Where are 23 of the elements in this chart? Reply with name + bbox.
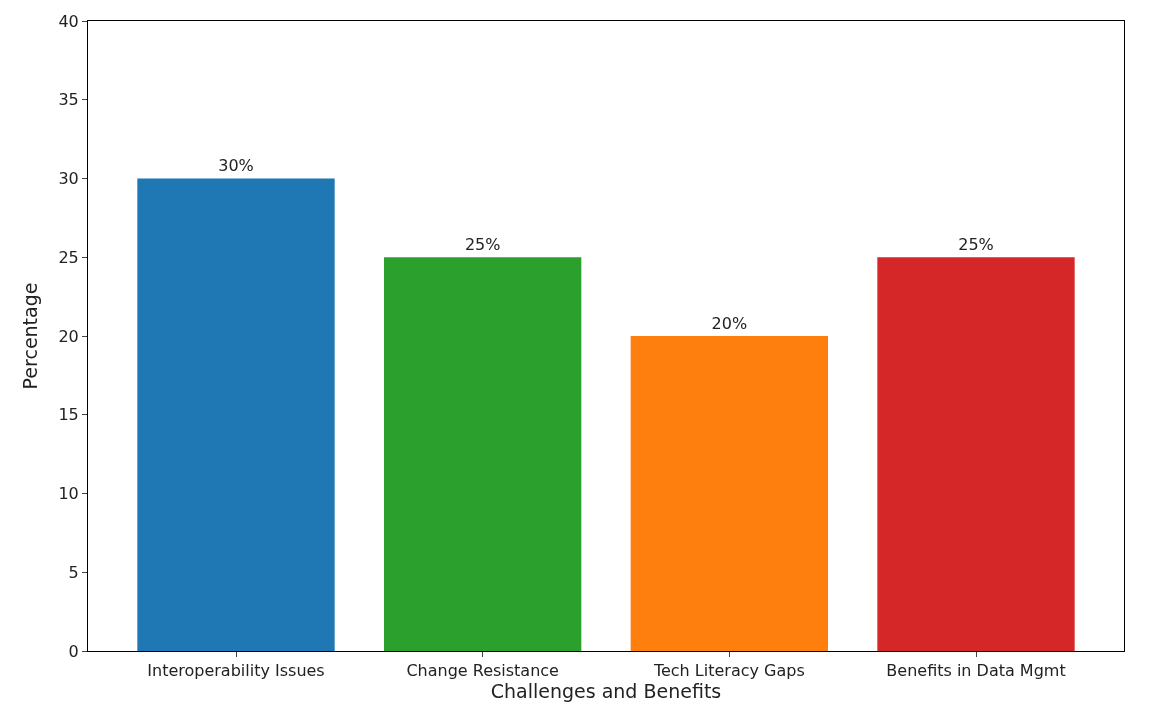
bar <box>877 257 1075 651</box>
y-tick-label: 20 <box>58 326 79 346</box>
data-label: 30% <box>218 156 254 176</box>
y-tick-label: 10 <box>58 484 79 504</box>
bar <box>630 336 828 651</box>
bar <box>137 178 335 651</box>
y-tick-label: 15 <box>58 405 79 425</box>
data-label: 20% <box>711 314 748 333</box>
x-tick-label: Change Resistance <box>406 661 559 681</box>
x-axis-title: Challenges and Benefits <box>490 680 722 703</box>
bar <box>384 257 582 651</box>
y-tick-label: 0 <box>68 641 79 661</box>
y-tick-label: 25 <box>58 247 79 267</box>
y-axis-title: Percentage <box>19 282 42 390</box>
y-tick-label: 5 <box>68 562 79 582</box>
x-tick-label: Interoperability Issues <box>147 661 325 681</box>
data-label: 25% <box>464 235 501 255</box>
data-label: 25% <box>958 235 994 255</box>
y-tick-label: 35 <box>58 90 79 110</box>
y-tick-label: 30 <box>58 169 79 189</box>
x-tick-label: Benefits in Data Mgmt <box>886 661 1066 681</box>
y-tick-label: 40 <box>58 11 79 31</box>
x-tick-label: Tech Literacy Gaps <box>652 661 805 681</box>
